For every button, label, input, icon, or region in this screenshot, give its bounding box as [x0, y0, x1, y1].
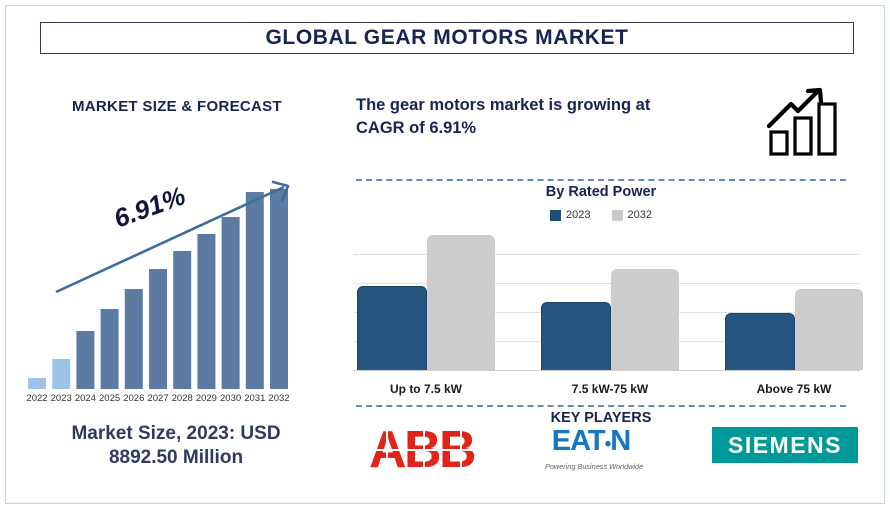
- svg-text:2030: 2030: [220, 393, 241, 404]
- svg-text:2022: 2022: [26, 393, 47, 404]
- svg-text:2024: 2024: [75, 393, 96, 404]
- svg-text:2026: 2026: [123, 393, 144, 404]
- svg-text:2023: 2023: [51, 393, 72, 404]
- svg-text:2031: 2031: [244, 393, 265, 404]
- svg-text:2029: 2029: [196, 393, 217, 404]
- svg-text:2028: 2028: [172, 393, 193, 404]
- svg-text:2032: 2032: [268, 393, 289, 404]
- svg-text:2027: 2027: [147, 393, 168, 404]
- svg-text:2025: 2025: [99, 393, 120, 404]
- svg-text:6.91%: 6.91%: [110, 180, 190, 233]
